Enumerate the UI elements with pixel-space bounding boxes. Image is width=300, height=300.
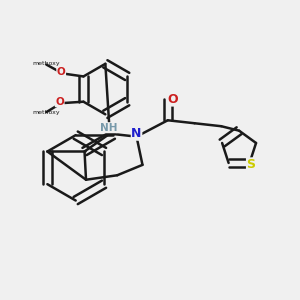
Text: O: O — [57, 67, 65, 77]
Text: methoxy: methoxy — [32, 110, 60, 115]
Text: methoxy: methoxy — [32, 61, 60, 66]
Text: N: N — [131, 127, 142, 140]
Text: NH: NH — [100, 123, 117, 133]
Text: O: O — [55, 97, 64, 107]
Text: O: O — [167, 93, 178, 106]
Text: S: S — [247, 158, 256, 171]
